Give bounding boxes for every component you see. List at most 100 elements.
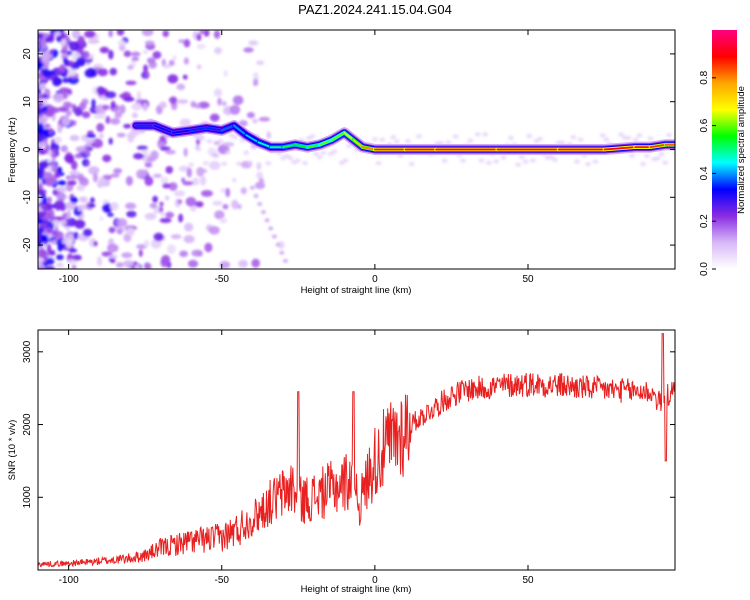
noise-blob xyxy=(38,183,44,191)
halo-blob xyxy=(243,150,250,155)
halo-blob xyxy=(232,135,239,140)
noise-blob xyxy=(52,231,64,240)
branch-blob xyxy=(260,210,266,215)
noise-blob xyxy=(183,235,195,244)
noise-blob xyxy=(119,93,129,99)
halo-blob xyxy=(632,137,639,143)
ridge-core xyxy=(153,124,174,134)
halo-blob xyxy=(467,138,474,143)
noise-blob xyxy=(38,142,46,147)
ridge-core xyxy=(190,127,208,132)
noise-blob xyxy=(99,216,104,221)
ridge-core xyxy=(171,129,193,134)
noise-blob xyxy=(150,150,159,161)
noise-blob xyxy=(110,100,116,109)
noise-blob xyxy=(222,204,229,210)
noise-blob xyxy=(240,187,247,195)
noise-blob xyxy=(57,180,67,186)
noise-blob xyxy=(136,169,147,180)
halo-blob xyxy=(206,138,213,144)
noise-blob xyxy=(96,123,105,133)
noise-blob xyxy=(60,219,67,227)
noise-blob xyxy=(54,172,61,179)
snr-x-ticks: -100 -50 0 50 xyxy=(59,330,534,586)
noise-blob xyxy=(38,101,44,107)
halo-blob xyxy=(313,151,320,157)
halo-blob xyxy=(235,161,242,166)
halo-blob xyxy=(636,133,643,138)
noise-blob xyxy=(38,211,46,218)
noise-blob xyxy=(213,88,223,97)
noise-blob xyxy=(38,189,47,195)
noise-blob xyxy=(132,112,138,119)
noise-blob xyxy=(65,109,72,117)
noise-blob xyxy=(107,243,119,253)
noise-blob xyxy=(165,149,176,155)
halo-blob xyxy=(518,154,525,160)
noise-blob xyxy=(38,248,45,257)
noise-blob xyxy=(105,115,111,125)
noise-blob xyxy=(248,40,259,46)
branch-blob xyxy=(249,185,255,190)
noise-blob xyxy=(199,175,207,186)
halo-blob xyxy=(379,137,386,142)
noise-blob xyxy=(213,30,221,39)
noise-blob xyxy=(182,74,188,80)
noise-blob xyxy=(57,166,62,173)
noise-blob xyxy=(51,219,60,225)
noise-blob xyxy=(160,146,171,151)
noise-blob xyxy=(40,53,49,63)
halo-blob xyxy=(482,132,489,137)
noise-blob xyxy=(92,172,98,183)
noise-blob xyxy=(176,83,186,91)
noise-blob xyxy=(196,33,202,41)
noise-blob xyxy=(160,211,166,217)
noise-blob xyxy=(222,142,235,147)
noise-blob xyxy=(40,234,49,242)
noise-blob xyxy=(214,210,225,220)
branch-blob xyxy=(253,193,259,198)
noise-blob xyxy=(178,165,190,172)
noise-blob xyxy=(85,161,90,167)
noise-blob xyxy=(108,30,113,38)
ridge-core xyxy=(205,127,223,132)
noise-blob xyxy=(110,173,120,178)
noise-blob xyxy=(38,47,42,53)
noise-blob xyxy=(60,145,69,153)
noise-blob xyxy=(38,106,44,116)
noise-blob xyxy=(197,101,210,109)
branch-blob xyxy=(275,242,281,247)
noise-blob xyxy=(108,254,118,259)
noise-blob xyxy=(38,123,45,133)
snr-frame xyxy=(37,329,676,571)
halo-blob xyxy=(559,140,566,145)
y-tick-label: 3000 xyxy=(22,340,33,363)
colorbar-tick-label: 0.0 xyxy=(699,262,710,276)
noise-blob xyxy=(164,195,170,201)
noise-blob xyxy=(136,145,148,151)
noise-blob xyxy=(212,200,223,206)
noise-blob xyxy=(122,260,134,268)
noise-blob xyxy=(153,232,164,242)
noise-blob xyxy=(173,190,186,197)
halo-blob xyxy=(195,146,202,152)
noise-blob xyxy=(55,186,68,193)
halo-blob xyxy=(445,140,452,145)
noise-blob xyxy=(76,184,86,192)
halo-blob xyxy=(603,137,610,142)
noise-blob xyxy=(144,162,153,168)
noise-blob xyxy=(187,259,199,268)
halo-blob xyxy=(217,139,224,144)
noise-blob xyxy=(214,47,223,55)
noise-blob xyxy=(109,67,118,76)
y-tick-label: 20 xyxy=(22,48,33,60)
noise-blob xyxy=(59,64,66,73)
halo-blob xyxy=(658,151,665,157)
snr-y-label: SNR (10 * v/v) xyxy=(7,420,18,481)
noise-blob xyxy=(221,101,227,106)
noise-blob xyxy=(208,225,220,235)
noise-blob xyxy=(116,30,125,36)
halo-blob xyxy=(287,155,294,161)
halo-blob xyxy=(647,136,654,141)
